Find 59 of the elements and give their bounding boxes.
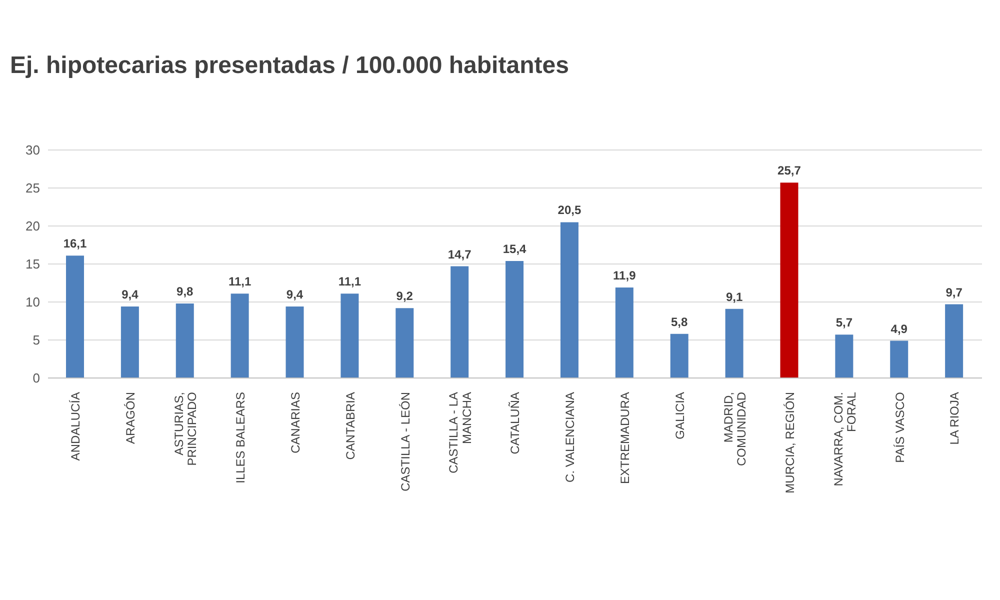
x-tick-label: C. VALENCIANA — [563, 392, 578, 482]
data-label: 4,9 — [890, 322, 908, 336]
data-label: 16,1 — [63, 236, 87, 251]
bar — [780, 182, 798, 378]
chart-title: Ej. hipotecarias presentadas / 100.000 habitantes — [9, 51, 570, 81]
x-tick-label: CANTABRIA — [343, 392, 358, 460]
x-tick-label: ASTURIAS, PRINCIPADO — [172, 392, 200, 466]
data-label: 9,4 — [122, 288, 139, 302]
data-label: 9,2 — [396, 289, 414, 304]
bar — [835, 334, 854, 378]
bar — [450, 266, 469, 378]
x-tick-label: EXTREMADURA — [618, 392, 632, 484]
bar — [120, 306, 139, 378]
x-tick-label: CASTILLA - LEÓN — [398, 392, 412, 492]
bar — [725, 308, 744, 378]
x-tick-label: ARAGÓN — [124, 392, 138, 444]
data-label: 9,7 — [946, 285, 963, 300]
data-label: 9,4 — [286, 288, 304, 302]
y-tick-label: 10 — [26, 294, 40, 310]
x-tick-label: NAVARRA, COM. FORAL — [831, 392, 858, 486]
bar — [670, 334, 688, 378]
y-tick-label: 25 — [26, 180, 40, 196]
bar — [890, 340, 908, 378]
data-label: 14,7 — [448, 247, 472, 262]
data-label: 5,7 — [836, 316, 853, 330]
data-label: 9,1 — [726, 290, 743, 304]
data-label: 11,9 — [613, 268, 636, 283]
data-label: 15,4 — [502, 242, 527, 256]
data-label: 5,8 — [671, 314, 688, 329]
x-tick-label: ILLES BALEARS — [233, 392, 248, 484]
bar — [506, 260, 524, 378]
bar — [286, 306, 304, 378]
x-tick-label: LA RIOJA — [948, 392, 962, 445]
bar — [230, 294, 249, 378]
bar — [66, 256, 84, 378]
bar — [176, 304, 194, 378]
x-tick-label: GALICIA — [673, 392, 688, 440]
x-tick-label: MURCIA, REGIÓN — [782, 392, 797, 494]
data-label: 9,8 — [176, 284, 194, 299]
data-label: 20,5 — [558, 203, 582, 218]
y-tick-label: 20 — [26, 218, 40, 234]
x-tick-label: CASTILLA - LA MANCHA — [446, 392, 474, 474]
bar — [615, 288, 634, 378]
data-label: 25,7 — [778, 164, 802, 178]
x-tick-label: PAÍS VASCO — [892, 392, 907, 463]
x-tick-label: ANDALUCÍA — [68, 392, 83, 461]
bar — [560, 222, 578, 378]
y-tick-label: 5 — [32, 332, 40, 348]
bar — [340, 294, 359, 378]
data-label: 11,1 — [228, 274, 252, 289]
y-tick-label: 15 — [26, 256, 40, 272]
y-tick-label: 30 — [26, 142, 40, 158]
bar — [396, 308, 414, 378]
x-tick-label: CATALUÑA — [508, 392, 522, 454]
x-tick-label: CANARIAS — [288, 392, 302, 454]
bar — [945, 304, 964, 378]
y-tick-label: 0 — [32, 370, 40, 386]
x-tick-label: MADRID, COMUNIDAD — [721, 392, 749, 466]
data-label: 11,1 — [338, 274, 362, 289]
